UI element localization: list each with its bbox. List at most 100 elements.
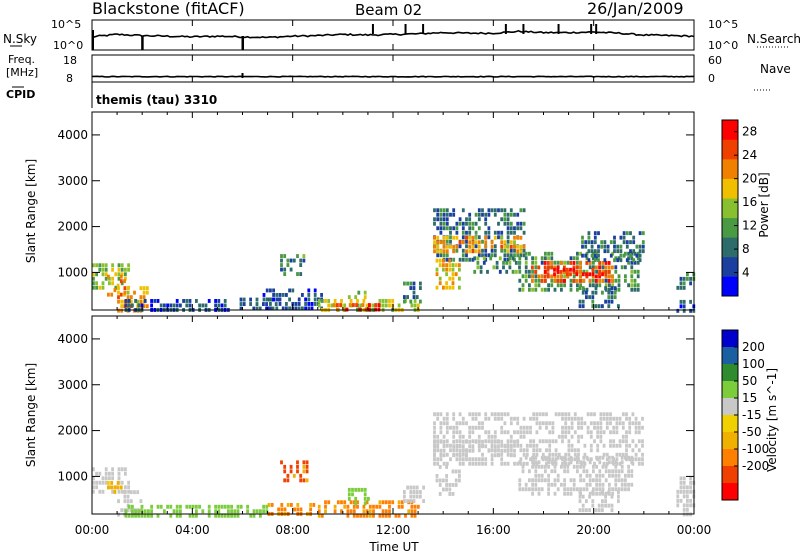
power-cell — [509, 244, 513, 249]
velocity-cell — [577, 439, 580, 444]
velocity-cell — [471, 416, 475, 421]
freq-left-tick-bottom: 8 — [66, 72, 73, 85]
velocity-cell — [534, 455, 538, 460]
power-cell — [550, 251, 554, 256]
velocity-cell — [500, 452, 504, 457]
freq-right-label: Nave — [760, 62, 791, 76]
velocity-cell — [133, 490, 136, 495]
velocity-cell — [614, 478, 618, 483]
velocity-cell — [607, 503, 611, 508]
velocity-cell — [582, 455, 586, 460]
power-cell — [484, 217, 488, 222]
power-cell — [609, 240, 613, 245]
velocity-cell — [195, 513, 198, 518]
power-cell — [107, 292, 110, 297]
power-cell — [543, 261, 547, 265]
velocity-cell — [631, 421, 635, 426]
power-cell — [543, 270, 547, 274]
velocity-cell — [588, 508, 591, 513]
velocity-cell — [598, 473, 602, 478]
power-cell — [108, 281, 111, 286]
velocity-cell — [580, 421, 584, 426]
power-cell — [522, 248, 526, 253]
velocity-scatter — [92, 412, 696, 518]
velocity-cell — [535, 443, 539, 448]
velocity-cell — [570, 425, 574, 430]
power-cell — [493, 248, 497, 253]
velocity-cell — [682, 476, 686, 481]
power-cell — [550, 278, 554, 283]
power-colorbar-segment — [722, 139, 738, 160]
velocity-cell — [601, 482, 605, 487]
power-cell — [438, 276, 442, 281]
velocity-cell — [412, 499, 416, 503]
velocity-cell — [198, 504, 201, 509]
power-cell — [397, 303, 401, 308]
power-cell — [604, 278, 608, 283]
power-cell — [129, 299, 133, 304]
velocity-cell — [529, 439, 532, 444]
power-cell — [242, 302, 246, 306]
power-cell — [272, 288, 275, 293]
velocity-cell — [535, 421, 539, 426]
power-cell — [556, 260, 560, 265]
power-cell — [185, 303, 189, 308]
velocity-cell — [608, 460, 611, 465]
velocity-cell — [637, 425, 641, 430]
power-cell — [297, 302, 301, 306]
velocity-cell — [580, 425, 584, 430]
power-cell — [484, 212, 488, 217]
power-cell — [471, 257, 475, 262]
power-cell — [627, 260, 630, 265]
velocity-cell — [169, 504, 173, 509]
velocity-cell — [519, 425, 523, 430]
power-cell — [493, 212, 497, 217]
power-cell — [632, 258, 636, 263]
power-cell — [120, 304, 124, 309]
power-cell — [609, 253, 613, 258]
velocity-cell — [596, 443, 600, 448]
velocity-cell — [452, 430, 456, 435]
velocity-cell — [641, 452, 644, 457]
power-cell — [436, 235, 440, 240]
x-tick-label: 08:00 — [275, 523, 310, 537]
velocity-cell — [136, 490, 140, 495]
velocity-cell — [299, 478, 303, 483]
power-cell — [522, 253, 526, 258]
velocity-cell — [474, 439, 478, 444]
velocity-cell — [458, 461, 462, 466]
velocity-cell — [582, 460, 586, 465]
power-cell — [455, 230, 459, 235]
velocity-cell — [391, 500, 395, 505]
power-cell — [198, 303, 201, 308]
power-cell — [292, 258, 296, 263]
velocity-cell — [120, 508, 124, 513]
power-cell — [604, 274, 608, 279]
velocity-cell — [436, 434, 440, 439]
y-tick-label: 4000 — [57, 128, 88, 142]
velocity-cell — [534, 464, 538, 469]
power-cell — [606, 249, 610, 254]
power-cell — [598, 274, 601, 279]
velocity-cell — [461, 461, 465, 466]
noise-spike — [404, 24, 407, 34]
velocity-cell — [627, 464, 630, 469]
velocity-cell — [299, 507, 303, 512]
velocity-cell — [513, 453, 516, 458]
power-cell — [638, 258, 642, 263]
velocity-cell — [384, 500, 388, 505]
power-colorbar-tick-label: 24 — [742, 148, 757, 162]
velocity-cell — [481, 421, 484, 426]
velocity-cell — [631, 412, 635, 417]
velocity-cell — [481, 444, 484, 449]
velocity-cell — [442, 461, 446, 466]
power-cell — [509, 240, 513, 245]
velocity-cell — [609, 439, 612, 444]
velocity-cell — [493, 412, 497, 417]
power-cell — [465, 257, 468, 262]
velocity-cell — [614, 482, 618, 487]
power-cell — [575, 270, 579, 274]
velocity-cell — [588, 491, 592, 496]
power-cell — [301, 306, 304, 311]
power-cell — [540, 287, 544, 292]
